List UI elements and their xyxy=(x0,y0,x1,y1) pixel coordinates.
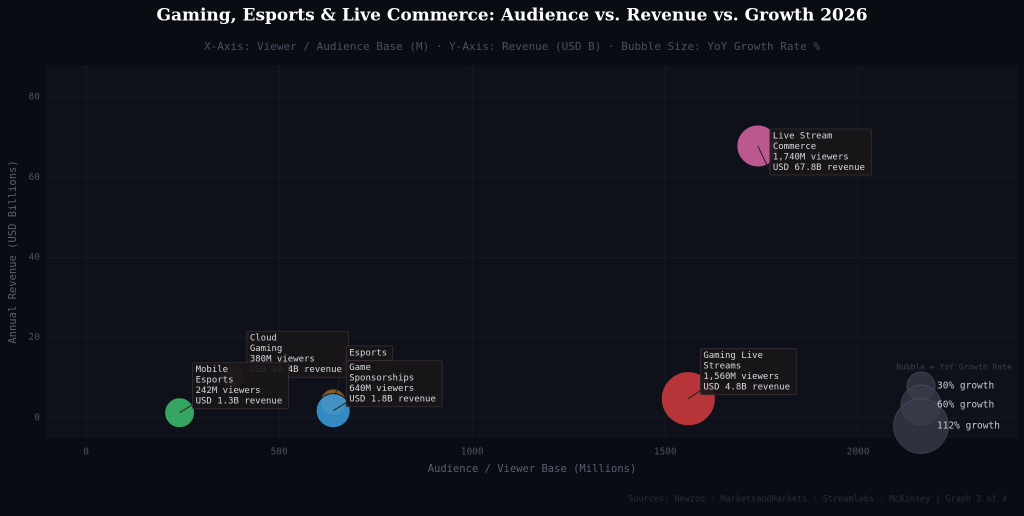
bubble-label: USD 1.3B revenue xyxy=(196,397,283,407)
bubble-label: Esports xyxy=(349,348,387,358)
x-tick-label: 500 xyxy=(271,447,288,458)
x-tick-label: 0 xyxy=(83,447,89,458)
bubble-label: Sponsorships xyxy=(349,374,414,384)
label-box xyxy=(769,128,872,176)
label-box xyxy=(192,362,289,410)
bubble-label: Mobile xyxy=(196,365,229,375)
bubble-label: Gaming Live xyxy=(703,351,763,361)
bubble-label: Gaming xyxy=(250,344,283,354)
bubble-label: USD 10.4B revenue xyxy=(250,365,342,375)
source-note: Sources: Newzoo · MarketsandMarkets · St… xyxy=(628,495,1007,505)
y-axis-label: Annual Revenue (USD Billions) xyxy=(7,160,19,343)
label-box xyxy=(345,360,443,408)
legend-bubble xyxy=(893,398,949,454)
x-tick-label: 1500 xyxy=(654,447,677,458)
y-tick-label: 0 xyxy=(34,412,40,423)
chart-title: Gaming, Esports & Live Commerce: Audienc… xyxy=(156,6,867,26)
bubble-label: 242M viewers xyxy=(196,386,261,396)
bubble-label: USD 4.8B revenue xyxy=(703,383,790,393)
bubble-label: 1,560M viewers xyxy=(703,372,779,382)
x-tick-label: 2000 xyxy=(847,447,870,458)
bubble-label: Live Stream xyxy=(773,132,833,142)
label-connector xyxy=(332,402,347,412)
x-axis-label: Audience / Viewer Base (Millions) xyxy=(428,463,637,475)
label-connector xyxy=(688,390,701,400)
legend-label: 30% growth xyxy=(937,381,994,392)
y-tick-label: 20 xyxy=(29,332,41,343)
legend-title: Bubble = YoY Growth Rate xyxy=(896,363,1012,372)
legend-label: 60% growth xyxy=(937,400,994,411)
x-tick-label: 1000 xyxy=(461,447,484,458)
legend-label: 112% growth xyxy=(937,421,1000,432)
label-connector xyxy=(179,404,193,414)
y-tick-label: 40 xyxy=(29,252,41,263)
bubble-label: 640M viewers xyxy=(349,384,414,394)
bubble-label: USD 67.8B revenue xyxy=(773,163,865,173)
plot-area xyxy=(46,65,1018,438)
chart-subtitle: X-Axis: Viewer / Audience Base (M) · Y-A… xyxy=(204,40,820,53)
bubble-label: 1,740M viewers xyxy=(773,153,849,163)
bubble-label: Commerce xyxy=(773,142,816,152)
y-tick-label: 60 xyxy=(29,172,41,183)
bubble-label: Esports xyxy=(196,376,234,386)
bubble-label: Streams xyxy=(703,362,741,372)
label-box xyxy=(699,348,797,396)
bubble-label: Cloud xyxy=(250,334,277,344)
bubble-label: Game xyxy=(349,363,371,373)
bubble xyxy=(164,397,195,429)
bubble-label: 380M viewers xyxy=(250,355,315,365)
bubble-label: USD 1.8B revenue xyxy=(349,395,436,405)
label-connector xyxy=(757,145,771,172)
y-tick-label: 80 xyxy=(29,92,41,103)
